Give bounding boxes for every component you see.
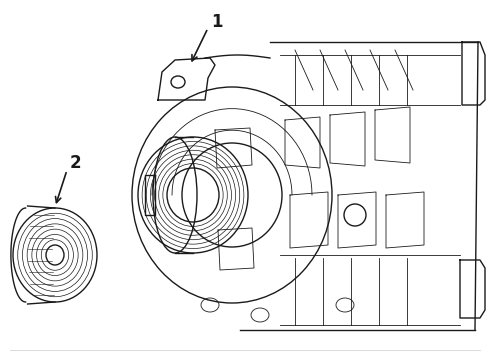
- Text: 2: 2: [69, 154, 81, 172]
- Text: 1: 1: [211, 13, 223, 31]
